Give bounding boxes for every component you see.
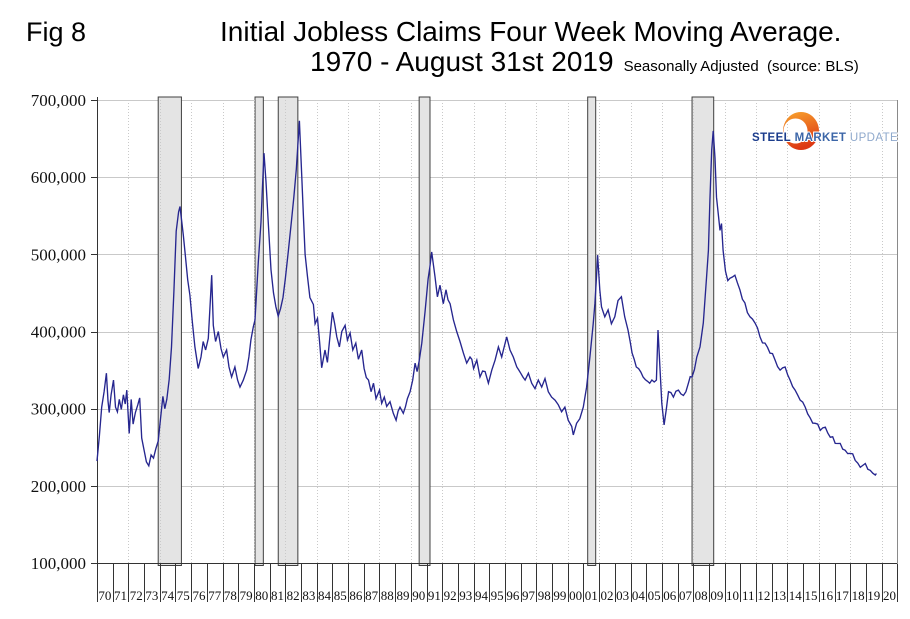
chart-title-line2: 1970 - August 31st 2019 Seasonally Adjust… (310, 46, 859, 78)
x-axis-label: 92 (444, 588, 457, 603)
y-axis-label: 600,000 (31, 168, 86, 187)
chart-title-date-range: 1970 - August 31st 2019 (310, 46, 614, 77)
x-axis-label: 17 (836, 588, 850, 603)
x-axis-label: 91 (428, 588, 441, 603)
recession-band (691, 96, 715, 566)
x-axis-label: 85 (334, 588, 347, 603)
x-axis-label: 84 (318, 588, 332, 603)
x-axis-label: 06 (663, 588, 677, 603)
logo-wordmark: STEEL MARKET UPDATE (752, 132, 898, 144)
x-axis-labels: 70 71 72 73 74 75 76 77 78 79 80 81 82 83 84 85 86 87 88 89… (98, 588, 896, 603)
x-axis-ticks (97, 564, 898, 602)
steel-market-update-logo: STEEL MARKET UPDATE (752, 110, 898, 154)
x-axis-label: 95 (491, 588, 504, 603)
x-axis-label: 98 (538, 588, 551, 603)
x-axis-label: 70 (98, 588, 111, 603)
x-axis-label: 16 (820, 588, 834, 603)
x-axis-label: 99 (553, 588, 566, 603)
x-axis-label: 15 (804, 588, 817, 603)
x-axis-label: 72 (130, 588, 143, 603)
recession-bands (157, 96, 715, 566)
x-axis-label: 71 (114, 588, 127, 603)
x-axis-label: 19 (867, 588, 880, 603)
x-axis-label: 11 (742, 588, 755, 603)
x-axis-label: 83 (302, 588, 315, 603)
x-axis-label: 93 (459, 588, 472, 603)
x-axis-label: 81 (271, 588, 284, 603)
x-axis-label: 77 (208, 588, 222, 603)
x-axis-label: 20 (883, 588, 896, 603)
x-axis-label: 02 (600, 588, 613, 603)
x-axis-label: 80 (255, 588, 268, 603)
x-axis-label: 00 (569, 588, 582, 603)
logo-word-update: UPDATE (849, 132, 899, 144)
chart-subtitle: Seasonally Adjusted (source: BLS) (623, 58, 859, 75)
x-axis-label: 08 (695, 588, 708, 603)
x-axis-label: 89 (396, 588, 409, 603)
x-axis-label: 18 (852, 588, 865, 603)
jobless-claims-series-line (96, 120, 877, 476)
x-axis-label: 94 (475, 588, 489, 603)
x-axis-label: 07 (679, 588, 693, 603)
chart-title-line1: Initial Jobless Claims Four Week Moving … (220, 16, 842, 47)
x-axis-label: 12 (757, 588, 770, 603)
recession-band (277, 96, 299, 566)
recession-band (157, 96, 182, 566)
y-axis-label: 200,000 (31, 477, 86, 496)
x-axis-label: 75 (177, 588, 190, 603)
horizontal-gridlines (97, 100, 898, 487)
crescent-swoosh-icon (782, 112, 819, 150)
recession-band (587, 96, 597, 566)
x-axis-label: 73 (145, 588, 158, 603)
x-axis-label: 05 (648, 588, 661, 603)
x-axis-label: 78 (224, 588, 237, 603)
x-axis-label: 82 (287, 588, 300, 603)
x-axis-label: 86 (349, 588, 363, 603)
x-axis-label: 01 (585, 588, 598, 603)
y-axis-label: 700,000 (31, 91, 86, 110)
x-axis-label: 90 (412, 588, 425, 603)
vertical-dotted-gridlines (128, 100, 883, 563)
recession-band (418, 96, 431, 566)
x-axis-label: 14 (789, 588, 803, 603)
x-axis-label: 96 (506, 588, 520, 603)
x-axis-label: 13 (773, 588, 786, 603)
y-axis-labels: 100,000 200,000 300,000 400,000 500,000 600,0… (31, 91, 86, 573)
x-axis-label: 74 (161, 588, 175, 603)
x-axis-label: 04 (632, 588, 646, 603)
x-axis-label: 79 (240, 588, 253, 603)
y-axis-label: 100,000 (31, 554, 86, 573)
x-axis-label: 76 (192, 588, 206, 603)
recession-band (254, 96, 264, 566)
y-axis-label: 500,000 (31, 245, 86, 264)
figure-number-label: Fig 8 (26, 17, 87, 47)
y-axis-label: 300,000 (31, 400, 86, 419)
axes (91, 97, 898, 565)
x-axis-label: 88 (381, 588, 394, 603)
y-axis-label: 400,000 (31, 323, 86, 342)
x-axis-label: 10 (726, 588, 739, 603)
x-axis-label: 87 (365, 588, 379, 603)
x-axis-label: 09 (710, 588, 723, 603)
x-axis-label: 97 (522, 588, 536, 603)
logo-word-market: MARKET (794, 132, 847, 144)
x-axis-label: 03 (616, 588, 629, 603)
logo-word-steel: STEEL (752, 132, 792, 144)
